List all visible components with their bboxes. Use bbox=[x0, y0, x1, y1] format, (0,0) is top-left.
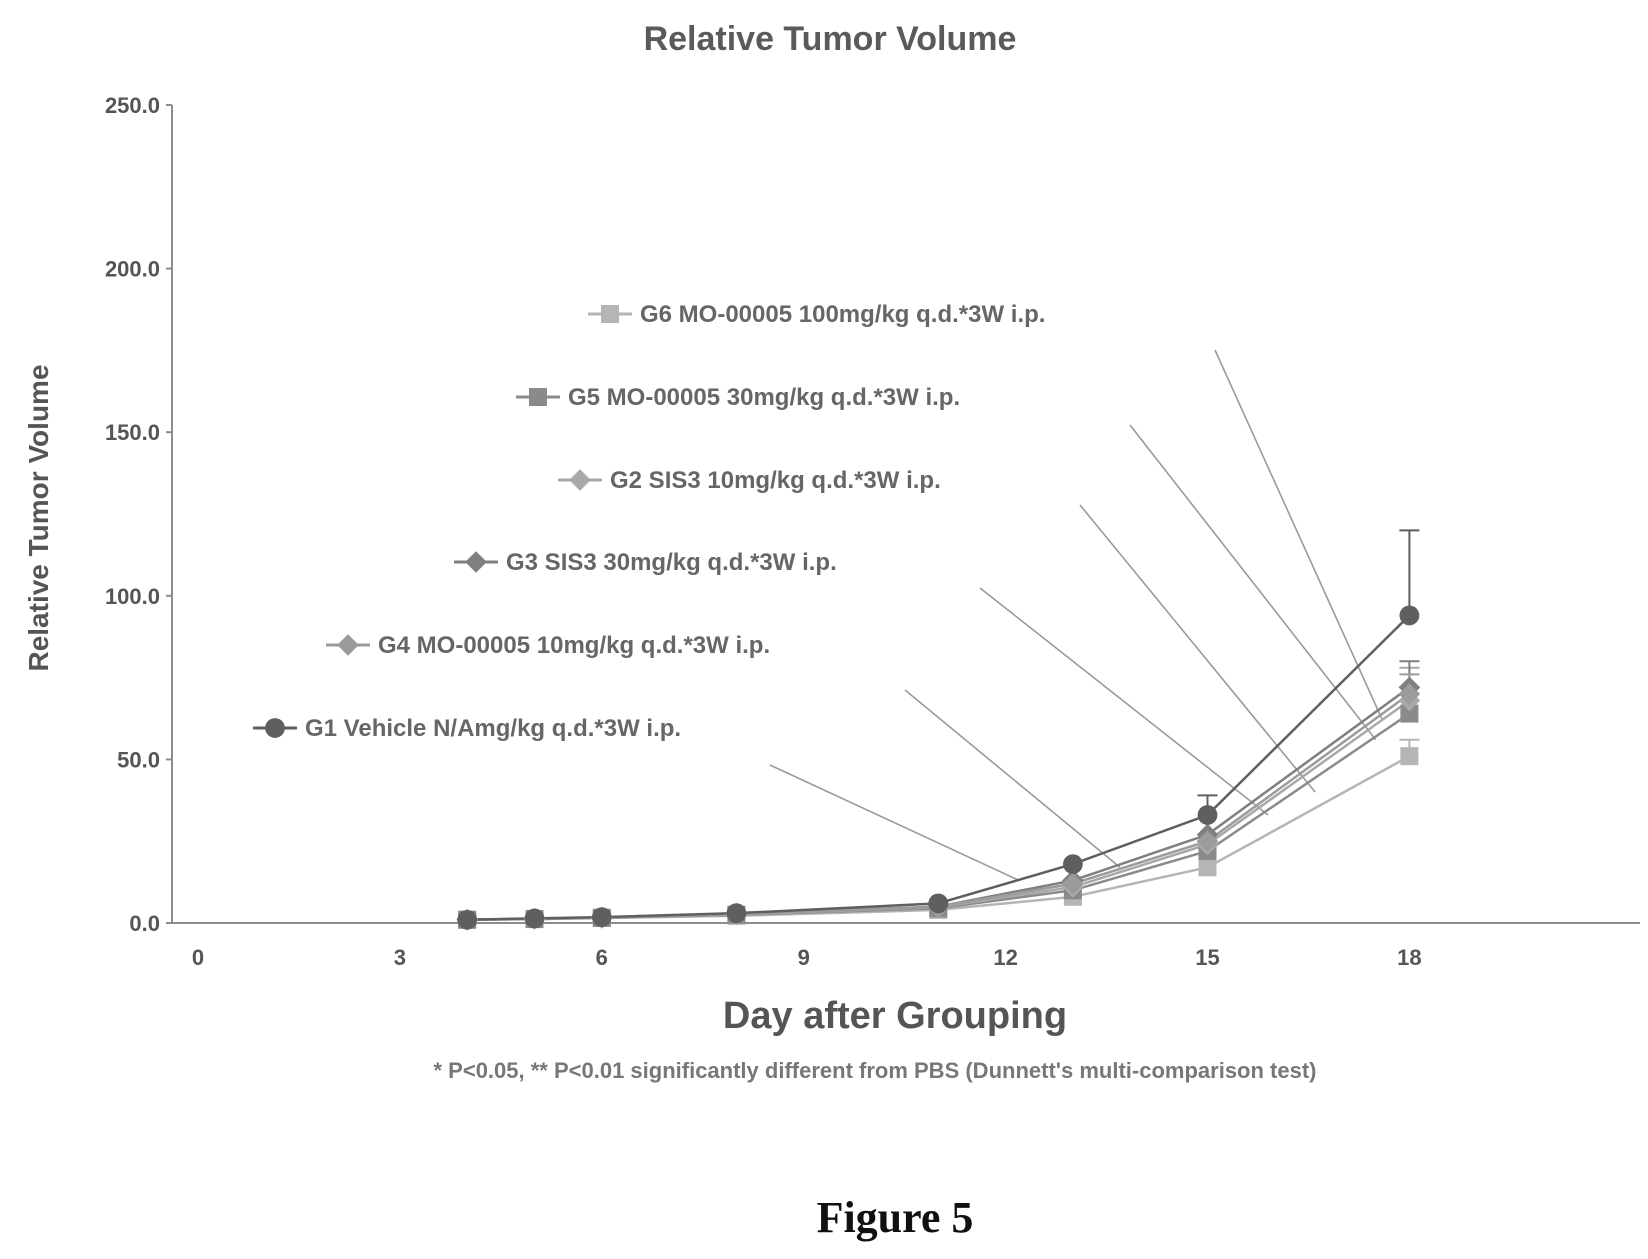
data-point bbox=[726, 903, 747, 924]
y-tick-label: 200.0 bbox=[105, 257, 160, 282]
legend-entry: G3 SIS3 30mg/kg q.d.*3W i.p. bbox=[506, 549, 837, 576]
x-tick-label: 12 bbox=[993, 945, 1017, 970]
data-point bbox=[1197, 805, 1218, 825]
legend-entry: G1 Vehicle N/Amg/kg q.d.*3W i.p. bbox=[305, 715, 681, 742]
leader-line bbox=[904, 689, 1121, 868]
leader-line bbox=[769, 764, 1020, 882]
legend-leader-lines bbox=[769, 349, 1384, 882]
data-point bbox=[1062, 872, 1084, 895]
data-point bbox=[591, 907, 612, 928]
data-point bbox=[928, 893, 949, 914]
x-axis-ticks: 0 3 6 9 12 15 18 bbox=[192, 945, 1422, 970]
series-markers bbox=[456, 605, 1421, 931]
legend-entry: G5 MO-00005 30mg/kg q.d.*3W i.p. bbox=[568, 384, 960, 411]
y-tick-label: 100.0 bbox=[105, 584, 160, 609]
series-line bbox=[467, 712, 1411, 921]
data-point bbox=[1196, 830, 1219, 852]
data-point bbox=[1400, 747, 1419, 766]
x-tick-label: 3 bbox=[394, 945, 406, 970]
significance-footnote: * P<0.05, ** P<0.01 significantly differ… bbox=[434, 1058, 1317, 1083]
legend-marker bbox=[465, 551, 487, 573]
legend-marker bbox=[265, 718, 285, 738]
legend-entry: G2 SIS3 10mg/kg q.d.*3W i.p. bbox=[610, 467, 941, 494]
legend-marker bbox=[601, 305, 619, 323]
y-tick-label: 50.0 bbox=[117, 747, 160, 772]
leader-line bbox=[979, 587, 1269, 816]
data-point bbox=[1063, 854, 1083, 875]
data-point bbox=[1198, 858, 1217, 877]
legend-marker bbox=[337, 634, 359, 656]
x-tick-label: 18 bbox=[1397, 945, 1421, 970]
data-point bbox=[457, 909, 478, 930]
x-tick-label: 9 bbox=[798, 945, 810, 970]
y-axis-ticks: 0.0 50.0 100.0 150.0 200.0 250.0 bbox=[105, 93, 172, 936]
legend-marker bbox=[529, 388, 547, 406]
data-point bbox=[1399, 605, 1420, 626]
legend-entry: G4 MO-00005 10mg/kg q.d.*3W i.p. bbox=[378, 632, 770, 659]
y-tick-label: 0.0 bbox=[129, 911, 160, 936]
x-axis-label: Day after Grouping bbox=[723, 995, 1067, 1037]
chart-title: Relative Tumor Volume bbox=[644, 20, 1017, 58]
leader-line bbox=[1079, 504, 1316, 793]
x-tick-label: 15 bbox=[1195, 945, 1219, 970]
axes bbox=[171, 105, 1640, 924]
data-point bbox=[1398, 683, 1421, 705]
x-tick-label: 0 bbox=[192, 945, 204, 970]
leader-line bbox=[1129, 424, 1377, 741]
y-tick-label: 250.0 bbox=[105, 93, 160, 118]
y-tick-label: 150.0 bbox=[105, 420, 160, 445]
series-lines bbox=[467, 614, 1411, 921]
y-axis-label: Relative Tumor Volume bbox=[23, 364, 54, 671]
legend: G6 MO-00005 100mg/kg q.d.*3W i.p. G5 MO-0… bbox=[253, 301, 1045, 742]
data-point bbox=[1400, 704, 1419, 723]
leader-line bbox=[1214, 349, 1384, 721]
series-line bbox=[467, 614, 1411, 921]
figure-caption: Figure 5 bbox=[817, 1193, 974, 1242]
legend-entry: G6 MO-00005 100mg/kg q.d.*3W i.p. bbox=[640, 301, 1045, 328]
x-tick-label: 6 bbox=[596, 945, 608, 970]
legend-marker bbox=[569, 469, 591, 491]
data-point bbox=[524, 908, 545, 929]
